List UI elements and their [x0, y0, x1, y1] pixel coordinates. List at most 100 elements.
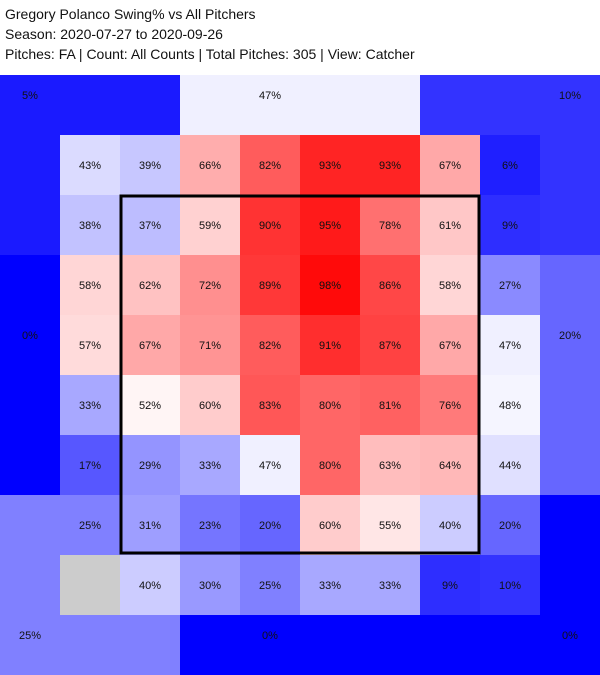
cell-label-r2-c6: 78%	[379, 220, 401, 232]
cell-label-r5-c5: 80%	[319, 400, 341, 412]
cell-label-r8-c8: 10%	[499, 580, 521, 592]
cell-label-r6-c4: 47%	[259, 460, 281, 472]
strike-zone-box	[119, 194, 481, 555]
outer-zones	[0, 75, 600, 675]
cell-label-r7-c6: 55%	[379, 520, 401, 532]
heatmap-cell-r1-c4	[240, 135, 300, 195]
heatmap-cell-r3-c5	[300, 255, 360, 315]
heatmap-cell-r1-c7	[420, 135, 480, 195]
cell-label-r5-c4: 83%	[259, 400, 281, 412]
outer-zone-top-right	[420, 75, 600, 255]
cell-label-r4-c5: 91%	[319, 340, 341, 352]
chart-subtitle: Pitches: FA | Count: All Counts | Total …	[5, 46, 415, 62]
heatmap-cell-r8-c4	[240, 555, 300, 615]
cell-label-r3-c3: 72%	[199, 280, 221, 292]
cell-label-r6-c1: 17%	[79, 460, 101, 472]
cell-label-r8-c7: 9%	[442, 580, 458, 592]
chart-title: Gregory Polanco Swing% vs All Pitchers	[5, 6, 256, 22]
cell-label-r7-c3: 23%	[199, 520, 221, 532]
cell-label-r5-c3: 60%	[199, 400, 221, 412]
cell-label-r5-c8: 48%	[499, 400, 521, 412]
heatmap-cell-r4-c1	[60, 315, 120, 375]
heatmap-cell-r7-c5	[300, 495, 360, 555]
heatmap-cell-r2-c3	[180, 195, 240, 255]
heatmap-cell-r4-c3	[180, 315, 240, 375]
heatmap-cell-r2-c7	[420, 195, 480, 255]
heatmap-cell-r3-c7	[420, 255, 480, 315]
heatmap-cell-r6-c8	[480, 435, 540, 495]
cell-label-r6-c7: 64%	[439, 460, 461, 472]
heatmap-cell-r7-c1	[60, 495, 120, 555]
cell-label-r4-c3: 71%	[199, 340, 221, 352]
cell-label-r1-c7: 67%	[439, 160, 461, 172]
outer-zone-label-top-mid: 47%	[259, 90, 281, 102]
outer-zone-label-left: 0%	[22, 330, 38, 342]
cell-label-r4-c2: 67%	[139, 340, 161, 352]
outer-zone-label-top-left: 5%	[22, 90, 38, 102]
heatmap-cell-r6-c2	[120, 435, 180, 495]
outer-zone-label-top-right: 10%	[559, 90, 581, 102]
heatmap-cell-r1-c6	[360, 135, 420, 195]
heatmap-cell-r2-c2	[120, 195, 180, 255]
heatmap-cell-r8-c5	[300, 555, 360, 615]
cell-label-r1-c3: 66%	[199, 160, 221, 172]
heatmap-cell-r8-c3	[180, 555, 240, 615]
outer-zone-top-mid	[180, 75, 420, 135]
heatmap-cell-r7-c4	[240, 495, 300, 555]
heatmap-cell-r4-c2	[120, 315, 180, 375]
heatmap-cell-r4-c6	[360, 315, 420, 375]
heatmap-cell-r1-c8	[480, 135, 540, 195]
heatmap-cell-r7-c3	[180, 495, 240, 555]
heatmap-cell-r6-c6	[360, 435, 420, 495]
heatmap-cell-r8-c8	[480, 555, 540, 615]
outer-zone-top-left	[0, 75, 180, 255]
cell-label-r3-c7: 58%	[439, 280, 461, 292]
heatmap-cell-r7-c2	[120, 495, 180, 555]
heatmap-cell-r8-c6	[360, 555, 420, 615]
cell-label-r5-c6: 81%	[379, 400, 401, 412]
cell-label-r1-c8: 6%	[502, 160, 518, 172]
heatmap-cell-r3-c8	[480, 255, 540, 315]
heatmap-cell-r1-c1	[60, 135, 120, 195]
heatmap-cell-r4-c4	[240, 315, 300, 375]
heatmap-cell-r1-c5	[300, 135, 360, 195]
heatmap-cell-r2-c4	[240, 195, 300, 255]
heatmap-cell-r6-c7	[420, 435, 480, 495]
heatmap-cell-r1-c2	[120, 135, 180, 195]
outer-zone-label-bottom-mid: 0%	[262, 630, 278, 642]
cell-label-r4-c4: 82%	[259, 340, 281, 352]
heatmap-cell-r3-c6	[360, 255, 420, 315]
cell-label-r8-c4: 25%	[259, 580, 281, 592]
outer-zone-label-right: 20%	[559, 330, 581, 342]
chart-season: Season: 2020-07-27 to 2020-09-26	[5, 26, 223, 42]
heatmap-cell-r8-c1	[60, 555, 120, 615]
cell-label-r4-c6: 87%	[379, 340, 401, 352]
heatmap-cell-r5-c7	[420, 375, 480, 435]
outer-zone-bottom-left	[0, 495, 180, 675]
heatmap-cell-r1-c3	[180, 135, 240, 195]
cell-label-r7-c7: 40%	[439, 520, 461, 532]
cell-label-r3-c8: 27%	[499, 280, 521, 292]
cell-label-r6-c6: 63%	[379, 460, 401, 472]
cell-label-r2-c1: 38%	[79, 220, 101, 232]
outer-zone-left	[0, 255, 60, 495]
heatmap-cell-r5-c5	[300, 375, 360, 435]
cell-label-r7-c2: 31%	[139, 520, 161, 532]
cell-label-r3-c4: 89%	[259, 280, 281, 292]
heatmap-cell-r4-c8	[480, 315, 540, 375]
cell-label-r4-c7: 67%	[439, 340, 461, 352]
heatmap-cell-r3-c3	[180, 255, 240, 315]
heatmap-cell-r4-c7	[420, 315, 480, 375]
cell-label-r5-c1: 33%	[79, 400, 101, 412]
heatmap-cell-r2-c5	[300, 195, 360, 255]
cell-label-r3-c1: 58%	[79, 280, 101, 292]
cell-label-r1-c6: 93%	[379, 160, 401, 172]
heatmap-cell-r6-c4	[240, 435, 300, 495]
cell-label-r6-c8: 44%	[499, 460, 521, 472]
cell-label-r5-c2: 52%	[139, 400, 161, 412]
heatmap-cell-r2-c6	[360, 195, 420, 255]
cell-label-r4-c8: 47%	[499, 340, 521, 352]
heatmap-cell-r6-c5	[300, 435, 360, 495]
cell-label-r3-c5: 98%	[319, 280, 341, 292]
cell-label-r2-c5: 95%	[319, 220, 341, 232]
